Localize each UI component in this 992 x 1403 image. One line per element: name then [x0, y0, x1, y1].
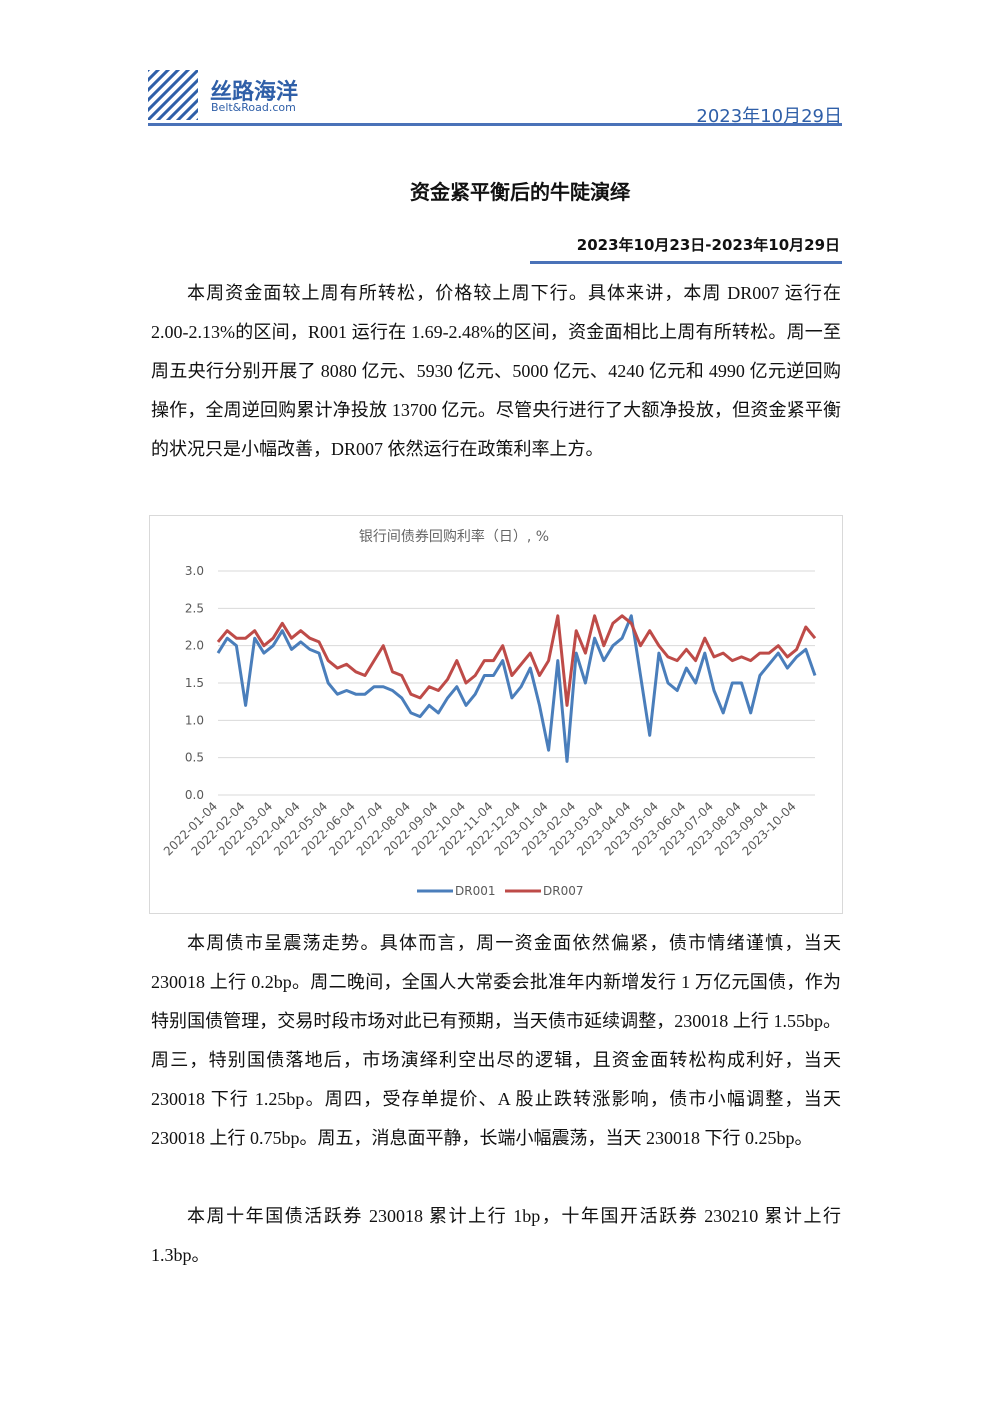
chart-frame — [149, 515, 843, 914]
y-tick-label: 0.5 — [185, 751, 204, 765]
y-tick-label: 1.5 — [185, 676, 204, 690]
y-tick-label: 2.0 — [185, 639, 204, 653]
paragraph: 本周资金面较上周有所转松，价格较上周下行。具体来讲，本周 DR007 运行在 2… — [151, 283, 841, 459]
chart-title: 银行间债券回购利率（日）, % — [359, 528, 549, 545]
paragraph: 本周债市呈震荡走势。具体而言，周一资金面依然偏紧，债市情绪谨慎，当天 23001… — [151, 933, 841, 1148]
logo-icon — [148, 70, 198, 120]
logo-cn: 丝路海洋 — [210, 80, 299, 105]
legend-label: DR001 — [455, 884, 495, 898]
y-tick-label: 1.0 — [185, 713, 204, 727]
date-range: 2023年10月23日-2023年10月29日 — [576, 236, 840, 254]
y-tick-label: 3.0 — [185, 564, 204, 578]
legend-label: DR007 — [543, 884, 583, 898]
header-date: 2023年10月29日 — [696, 106, 842, 127]
date-rule — [530, 261, 842, 264]
y-tick-label: 0.0 — [185, 788, 204, 802]
line-series — [216, 614, 817, 763]
line-series — [216, 614, 817, 707]
chart: 银行间债券回购利率（日）, % 0.00.51.01.52.02.53.0202… — [149, 515, 843, 914]
paragraph: 本周十年国债活跃券 230018 累计上行 1bp，十年国开活跃券 230210… — [151, 1206, 841, 1265]
title: 资金紧平衡后的牛陡演绎 — [410, 180, 630, 204]
logo-en: Belt&Road.com — [211, 101, 296, 114]
y-tick-label: 2.5 — [185, 601, 204, 615]
header-rule — [148, 123, 842, 126]
